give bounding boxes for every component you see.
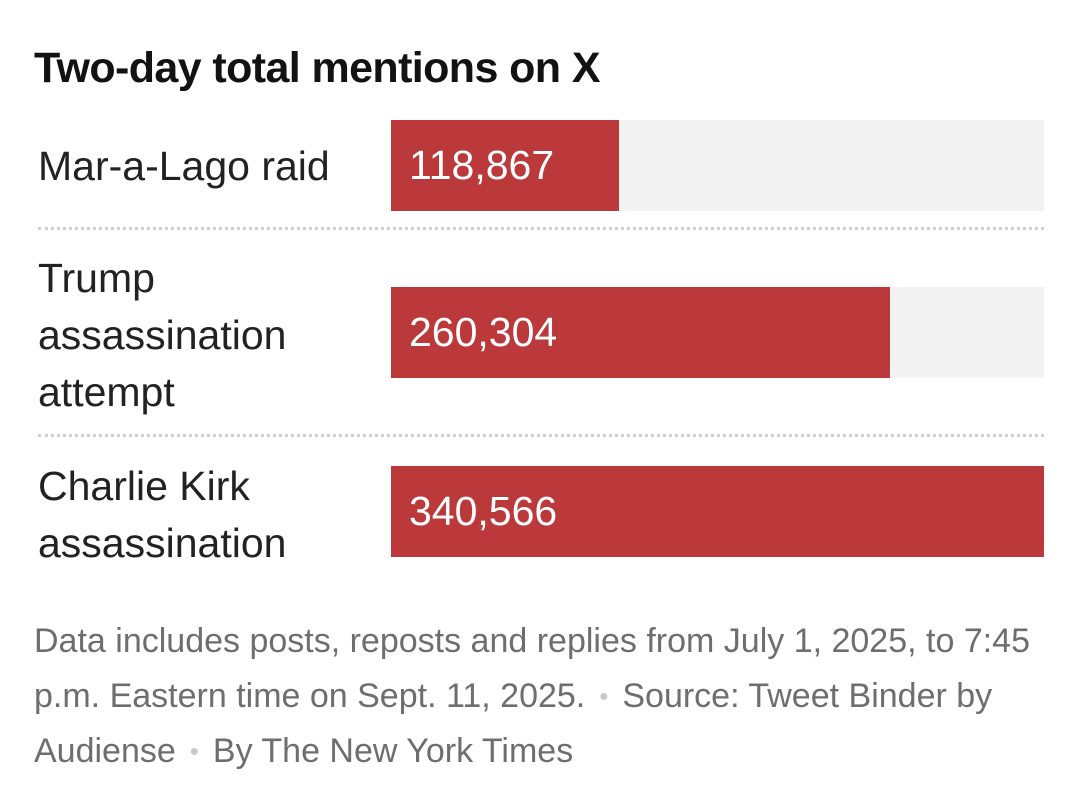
footnote-separator-icon: •: [189, 736, 199, 766]
bar: [391, 466, 1044, 557]
footnote-source: Source: Tweet Binder by Audiense: [34, 677, 993, 770]
bar: [391, 287, 890, 378]
footnote-credit: By The New York Times: [212, 732, 574, 770]
footnote-separator-icon: •: [599, 681, 609, 711]
bar-value-label: 260,304: [409, 309, 558, 355]
category-label: Trump assassination attempt: [38, 255, 287, 415]
bar-track: 118,867: [391, 120, 1044, 211]
bar: [391, 120, 619, 211]
row-divider: [38, 434, 1044, 437]
category-label: Charlie Kirk assassination: [38, 463, 287, 566]
chart-title: Two-day total mentions on X: [34, 44, 601, 92]
bar-value-label: 340,566: [409, 488, 558, 534]
row-divider: [38, 227, 1044, 230]
bar-track: 260,304: [391, 287, 1044, 378]
category-label: Mar-a-Lago raid: [38, 143, 330, 189]
bar-track: 340,566: [391, 466, 1044, 557]
bar-value-label: 118,867: [409, 142, 555, 188]
footnote: Data includes posts, reposts and replies…: [34, 614, 1044, 779]
footnote-note: Data includes posts, reposts and replies…: [34, 622, 1030, 715]
